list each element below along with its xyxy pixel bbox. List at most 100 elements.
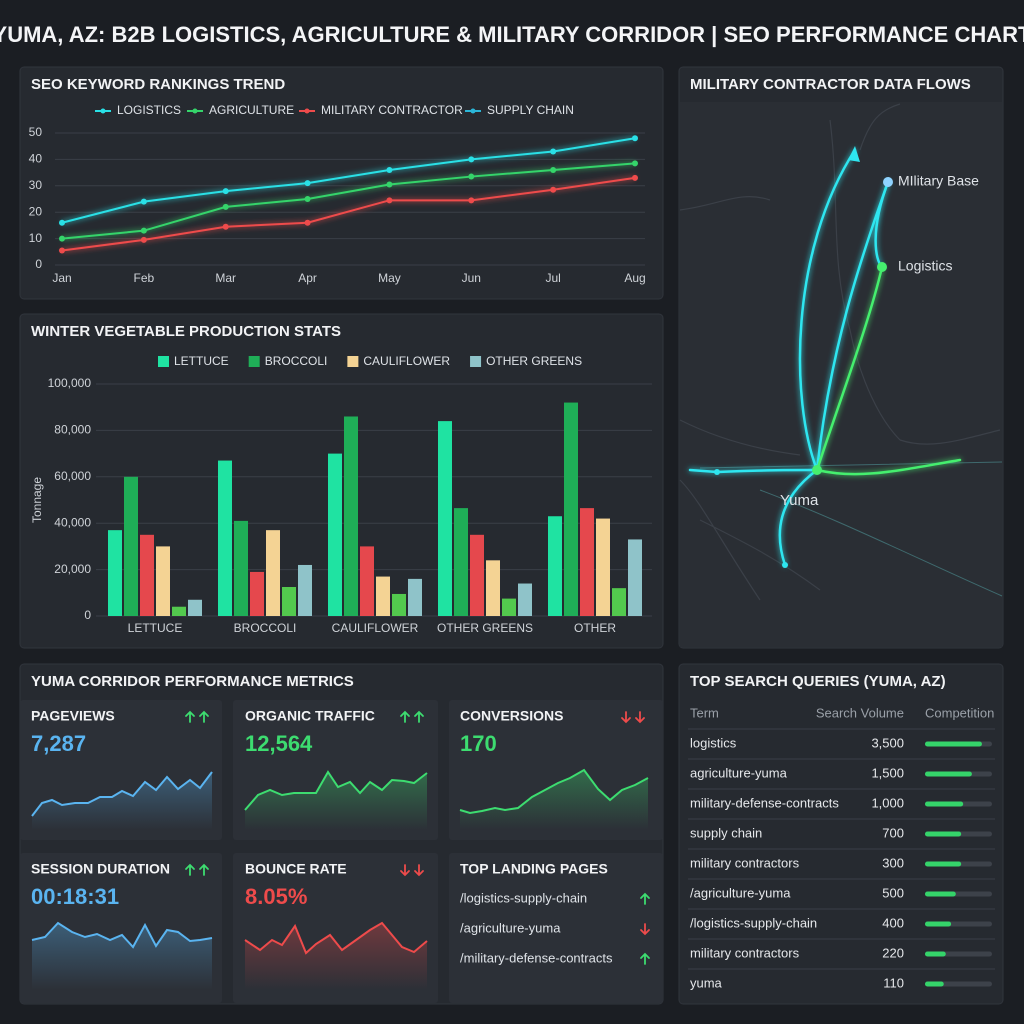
- map-node: [877, 262, 887, 272]
- competition-bar: [925, 891, 956, 897]
- data-point: [140, 198, 147, 205]
- trend-arrow: [640, 892, 650, 905]
- legend-swatch: [100, 108, 106, 114]
- y-tick-label: 100,000: [48, 376, 92, 390]
- panel: [678, 663, 1004, 1005]
- trend-arrow: [185, 863, 195, 876]
- bar: [188, 599, 202, 616]
- bar: [518, 583, 532, 616]
- legend-label: OTHER GREENS: [486, 354, 582, 368]
- y-tick-label: 20,000: [54, 562, 91, 576]
- data-point: [386, 197, 393, 204]
- metric-value: 7,287: [31, 731, 86, 756]
- sparkline-area: [32, 772, 212, 830]
- map-node: [782, 562, 788, 568]
- bar: [612, 588, 626, 616]
- sparkline: [31, 921, 213, 949]
- data-point: [59, 235, 65, 242]
- x-tick-label: OTHER: [574, 621, 616, 635]
- map-node: [714, 469, 720, 475]
- metric-title: CONVERSIONS: [460, 708, 563, 724]
- flow-arrow: [848, 146, 860, 162]
- data-point: [468, 197, 475, 204]
- search-volume: 3,500: [871, 735, 904, 750]
- trend-arrow: [414, 864, 424, 877]
- sparkline: [459, 768, 649, 815]
- trend-arrow: [199, 710, 209, 723]
- y-tick-label: 0: [84, 608, 91, 622]
- legend-label: SUPPLY CHAIN: [487, 103, 574, 117]
- x-tick-label: Mar: [215, 271, 236, 285]
- x-tick-label: CAULIFLOWER: [332, 621, 419, 635]
- legend-label: BROCCOLI: [265, 354, 328, 368]
- card-title: TOP LANDING PAGES: [460, 861, 608, 877]
- data-point: [550, 148, 557, 155]
- sparkline-area: [32, 923, 212, 990]
- trend-arrow: [640, 923, 650, 936]
- y-axis-label: Tonnage: [30, 477, 44, 523]
- landing-page: /agriculture-yuma: [460, 920, 561, 935]
- bar: [140, 534, 154, 616]
- panel: [19, 66, 664, 300]
- bar: [596, 518, 610, 616]
- legend-label: MILITARY CONTRACTOR: [321, 103, 463, 117]
- data-point: [222, 188, 229, 195]
- sparkline-area: [460, 770, 648, 830]
- flow-line: [778, 468, 819, 567]
- y-tick-label: 60,000: [54, 469, 91, 483]
- bar: [376, 576, 390, 616]
- data-point: [140, 236, 147, 243]
- data-point: [632, 135, 638, 142]
- x-tick-label: May: [378, 271, 401, 285]
- x-tick-label: Apr: [298, 271, 317, 285]
- series-line: [61, 162, 636, 240]
- panel-title: YUMA CORRIDOR PERFORMANCE METRICS: [31, 673, 354, 690]
- data-point: [468, 173, 475, 180]
- landing-card: [449, 853, 663, 1003]
- bar: [454, 508, 468, 616]
- search-volume: 220: [882, 945, 904, 960]
- trend-arrow: [635, 711, 645, 724]
- data-point: [304, 219, 311, 226]
- x-tick-label: LETTUCE: [128, 621, 183, 635]
- y-tick-label: 40: [29, 152, 43, 166]
- sparkline-area: [245, 772, 427, 830]
- flow-line: [798, 148, 857, 472]
- competition-bar: [925, 861, 962, 867]
- competition-bar: [925, 831, 962, 837]
- panel-title: MILITARY CONTRACTOR DATA FLOWS: [690, 76, 971, 93]
- panel-title: SEO KEYWORD RANKINGS TREND: [31, 76, 285, 93]
- sparkline: [31, 771, 213, 817]
- map-route: [699, 461, 1003, 597]
- page-title: YUMA, AZ: B2B LOGISTICS, AGRICULTURE & M…: [0, 22, 1024, 47]
- data-point: [632, 174, 638, 181]
- data-point: [386, 181, 393, 188]
- term: military-defense-contracts: [690, 795, 839, 810]
- bar: [408, 578, 422, 616]
- x-tick-label: OTHER GREENS: [437, 621, 533, 635]
- data-point: [550, 166, 557, 173]
- metric-value: 00:18:31: [31, 884, 119, 909]
- search-volume: 300: [882, 855, 904, 870]
- bar: [470, 534, 484, 616]
- metric-value: 12,564: [245, 731, 313, 756]
- flow-line: [815, 180, 890, 472]
- search-volume: 700: [882, 825, 904, 840]
- map-label: MIlitary Base: [898, 173, 979, 189]
- map-node: [883, 177, 893, 187]
- y-tick-label: 40,000: [54, 515, 91, 529]
- bar: [234, 520, 248, 616]
- legend-label: CAULIFLOWER: [363, 354, 450, 368]
- bar: [564, 402, 578, 616]
- data-point: [59, 219, 65, 226]
- data-point: [304, 196, 311, 202]
- flow-line: [688, 468, 819, 474]
- sparkline: [244, 921, 428, 955]
- series-line: [61, 176, 636, 252]
- column-header: Competition: [925, 705, 994, 720]
- search-volume: 110: [883, 975, 904, 990]
- series-line: [61, 137, 636, 224]
- search-volume: 400: [882, 915, 904, 930]
